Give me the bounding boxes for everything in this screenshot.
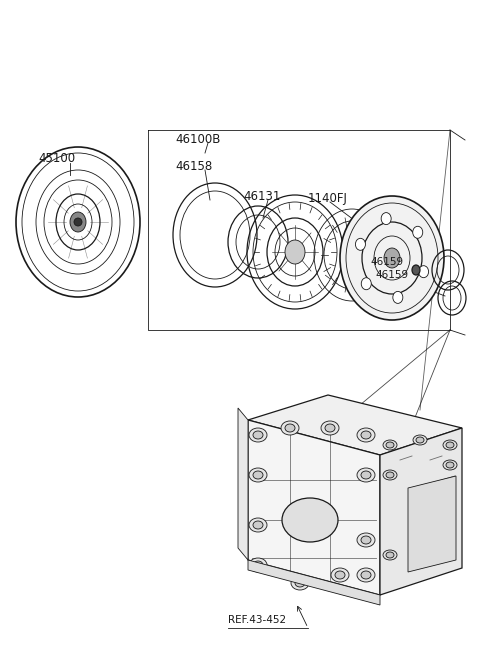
Ellipse shape bbox=[361, 571, 371, 579]
Ellipse shape bbox=[436, 507, 444, 513]
Ellipse shape bbox=[357, 428, 375, 442]
Ellipse shape bbox=[361, 431, 371, 439]
Ellipse shape bbox=[386, 442, 394, 448]
Ellipse shape bbox=[253, 431, 263, 439]
Polygon shape bbox=[238, 408, 248, 560]
Ellipse shape bbox=[253, 561, 263, 569]
Ellipse shape bbox=[386, 472, 394, 478]
Ellipse shape bbox=[321, 421, 339, 435]
Ellipse shape bbox=[249, 428, 267, 442]
Ellipse shape bbox=[361, 471, 371, 479]
Polygon shape bbox=[248, 395, 462, 455]
Ellipse shape bbox=[340, 196, 444, 320]
Ellipse shape bbox=[355, 238, 365, 251]
Ellipse shape bbox=[249, 558, 267, 572]
Ellipse shape bbox=[413, 226, 423, 238]
Ellipse shape bbox=[384, 248, 400, 268]
Ellipse shape bbox=[361, 536, 371, 544]
Polygon shape bbox=[408, 476, 456, 572]
Ellipse shape bbox=[325, 424, 335, 432]
Circle shape bbox=[74, 218, 82, 226]
Text: 46159: 46159 bbox=[375, 270, 408, 280]
Ellipse shape bbox=[253, 471, 263, 479]
Polygon shape bbox=[248, 560, 380, 605]
Ellipse shape bbox=[285, 424, 295, 432]
Ellipse shape bbox=[443, 440, 457, 450]
Text: 46131: 46131 bbox=[243, 190, 280, 203]
Ellipse shape bbox=[249, 518, 267, 532]
Ellipse shape bbox=[393, 291, 403, 303]
Text: 46100B: 46100B bbox=[175, 133, 220, 146]
Text: 45100: 45100 bbox=[38, 152, 75, 165]
Ellipse shape bbox=[413, 435, 427, 445]
Ellipse shape bbox=[70, 212, 86, 232]
Ellipse shape bbox=[383, 440, 397, 450]
Ellipse shape bbox=[357, 568, 375, 582]
Ellipse shape bbox=[386, 552, 394, 558]
Ellipse shape bbox=[383, 470, 397, 480]
Polygon shape bbox=[248, 420, 380, 595]
Ellipse shape bbox=[361, 277, 371, 290]
Ellipse shape bbox=[412, 265, 420, 275]
Ellipse shape bbox=[416, 437, 424, 443]
Ellipse shape bbox=[419, 266, 429, 277]
Ellipse shape bbox=[443, 460, 457, 470]
Text: 46158: 46158 bbox=[175, 160, 212, 173]
Ellipse shape bbox=[357, 468, 375, 482]
Polygon shape bbox=[380, 428, 462, 595]
Ellipse shape bbox=[381, 213, 391, 224]
Ellipse shape bbox=[383, 550, 397, 560]
Text: 1140FJ: 1140FJ bbox=[308, 192, 348, 205]
Ellipse shape bbox=[433, 505, 447, 515]
Ellipse shape bbox=[253, 521, 263, 529]
Ellipse shape bbox=[446, 462, 454, 468]
Ellipse shape bbox=[291, 576, 309, 590]
Ellipse shape bbox=[446, 442, 454, 448]
Ellipse shape bbox=[357, 533, 375, 547]
Ellipse shape bbox=[295, 579, 305, 587]
Ellipse shape bbox=[285, 240, 305, 264]
Text: REF.43-452: REF.43-452 bbox=[228, 615, 286, 625]
Text: 46159: 46159 bbox=[370, 257, 403, 267]
Ellipse shape bbox=[335, 571, 345, 579]
Ellipse shape bbox=[249, 468, 267, 482]
Ellipse shape bbox=[281, 421, 299, 435]
Ellipse shape bbox=[282, 498, 338, 542]
Ellipse shape bbox=[331, 568, 349, 582]
